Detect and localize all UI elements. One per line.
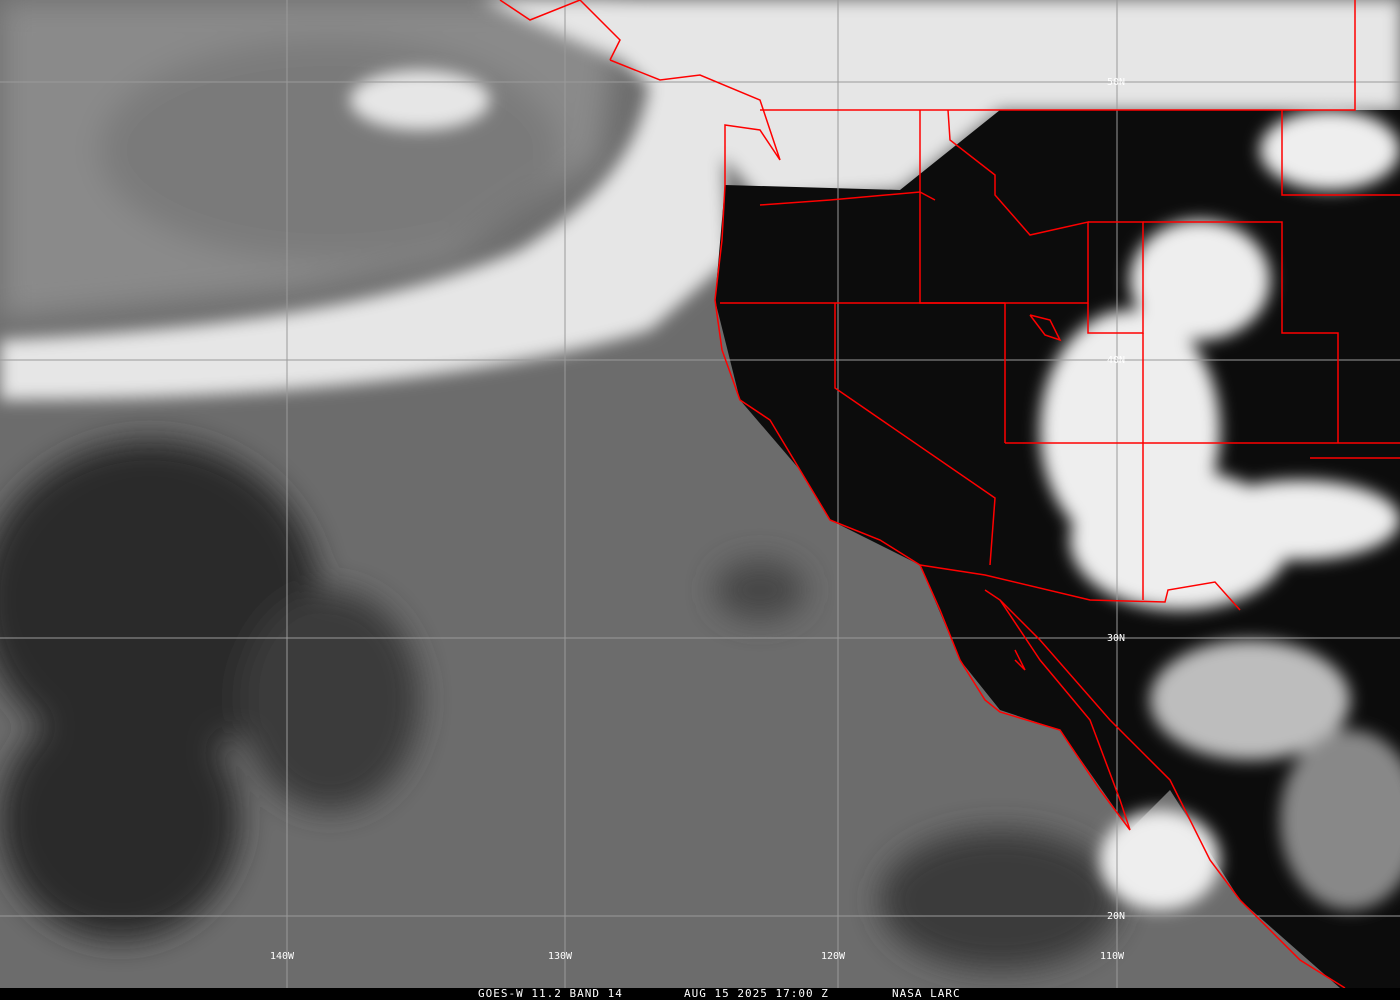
- longitude-label: 130W: [548, 951, 573, 962]
- product-label: GOES-W 11.2 BAND 14: [478, 987, 623, 1000]
- monsoon-convection: [1040, 110, 1400, 910]
- great-salt-lake: [1029, 314, 1062, 342]
- montana-border: [1281, 110, 1400, 196]
- us-canada-border: [760, 0, 1356, 111]
- pacific-coastline: [714, 184, 1131, 831]
- clear-ocean-patches: [0, 440, 1120, 970]
- datetime-label: AUG 15 2025 17:00 Z: [684, 987, 829, 1000]
- latitude-label: 30N: [1107, 633, 1126, 644]
- credit-label: NASA LARC: [892, 987, 961, 1000]
- longitude-label: 120W: [821, 951, 846, 962]
- bc-coast: [499, 0, 621, 61]
- longitude-label: 140W: [270, 951, 295, 962]
- latitude-label: 50N: [1107, 77, 1126, 88]
- latitude-label: 20N: [1107, 911, 1126, 922]
- gulf-of-california-islands: [1014, 649, 1026, 671]
- frontal-cloud-band: [0, 0, 1400, 400]
- mexico-mainland-coastline: [999, 599, 1346, 988]
- wa-or-border: [759, 191, 936, 206]
- longitude-label: 110W: [1100, 951, 1125, 962]
- us-mexico-border: [919, 564, 1241, 611]
- wyoming-border: [1143, 221, 1339, 443]
- political-borders: [499, 0, 1400, 988]
- puget-vancouver-coast: [609, 59, 781, 185]
- latitude-label: 40N: [1107, 355, 1126, 366]
- ca-nv-border: [834, 303, 996, 566]
- caption-bar: GOES-W 11.2 BAND 14 AUG 15 2025 17:00 Z …: [0, 988, 1400, 1000]
